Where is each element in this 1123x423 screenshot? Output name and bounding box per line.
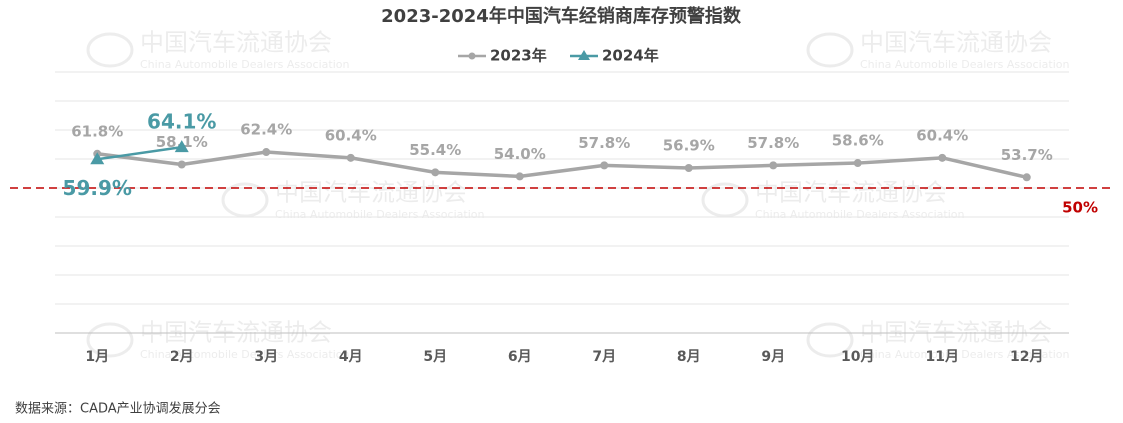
- series-line: [97, 150, 1028, 179]
- data-label: 60.4%: [325, 126, 377, 144]
- data-label: 61.8%: [71, 122, 123, 140]
- x-tick-label: 8月: [677, 349, 701, 365]
- x-tick-label: 9月: [761, 349, 785, 365]
- data-label: 56.9%: [663, 136, 715, 154]
- data-label: 55.4%: [409, 141, 461, 159]
- data-label: 59.9%: [63, 176, 132, 200]
- legend-label: 2023年: [490, 47, 547, 65]
- legend-marker: [468, 52, 476, 60]
- series-line: [97, 145, 182, 161]
- data-label: 53.7%: [1001, 146, 1053, 164]
- watermark-cn: 中国汽车流通协会: [860, 30, 1052, 57]
- watermark-logo: [86, 32, 134, 68]
- data-label: 57.8%: [578, 134, 630, 152]
- marker: [1022, 173, 1031, 182]
- x-tick-label: 1月: [85, 349, 109, 365]
- marker: [853, 159, 862, 168]
- x-tick-label: 7月: [592, 349, 616, 365]
- x-tick-label: 11月: [926, 349, 959, 365]
- watermark-logo: [221, 182, 269, 218]
- data-label: 60.4%: [916, 126, 968, 144]
- watermark-en: China Automobile Dealers Association: [860, 58, 1069, 71]
- marker: [174, 140, 189, 153]
- marker: [262, 148, 271, 157]
- watermark-logo: [806, 32, 854, 68]
- marker: [431, 168, 440, 177]
- x-tick-label: 2月: [170, 349, 194, 365]
- marker: [684, 163, 693, 172]
- marker: [600, 161, 609, 170]
- watermark-logo: [701, 182, 749, 218]
- marker: [90, 152, 105, 165]
- x-tick-label: 5月: [423, 349, 447, 365]
- source: 数据来源：CADA产业协调发展分会: [15, 401, 221, 417]
- x-tick-label: 3月: [254, 349, 278, 365]
- watermark-cn: 中国汽车流通协会: [275, 180, 467, 207]
- marker: [938, 153, 947, 162]
- watermark-cn: 中国汽车流通协会: [755, 180, 947, 207]
- marker: [515, 172, 524, 181]
- watermark-logo: [806, 322, 854, 358]
- data-label: 57.8%: [747, 134, 799, 152]
- chart-title: 2023-2024年中国汽车经销商库存预警指数: [381, 5, 742, 27]
- x-tick-label: 6月: [508, 349, 532, 365]
- legend-marker: [578, 50, 590, 60]
- watermark-en: China Automobile Dealers Association: [755, 208, 964, 221]
- watermark-en: China Automobile Dealers Association: [140, 58, 349, 71]
- data-label: 58.6%: [832, 132, 884, 150]
- watermark-en: China Automobile Dealers Association: [140, 348, 349, 361]
- watermark-en: China Automobile Dealers Association: [860, 348, 1069, 361]
- data-label: 64.1%: [147, 110, 216, 134]
- x-tick-label: 4月: [339, 349, 363, 365]
- x-tick-label: 12月: [1010, 349, 1043, 365]
- watermark-en: China Automobile Dealers Association: [275, 208, 484, 221]
- x-tick-label: 10月: [841, 349, 874, 365]
- marker: [769, 161, 778, 170]
- marker: [346, 153, 355, 162]
- watermark-logo: [86, 322, 134, 358]
- legend-label: 2024年: [602, 47, 659, 65]
- marker: [177, 160, 186, 169]
- warning-label: 50%: [1062, 199, 1098, 217]
- data-label: 62.4%: [240, 121, 292, 139]
- watermark-cn: 中国汽车流通协会: [140, 30, 332, 57]
- data-label: 54.0%: [494, 145, 546, 163]
